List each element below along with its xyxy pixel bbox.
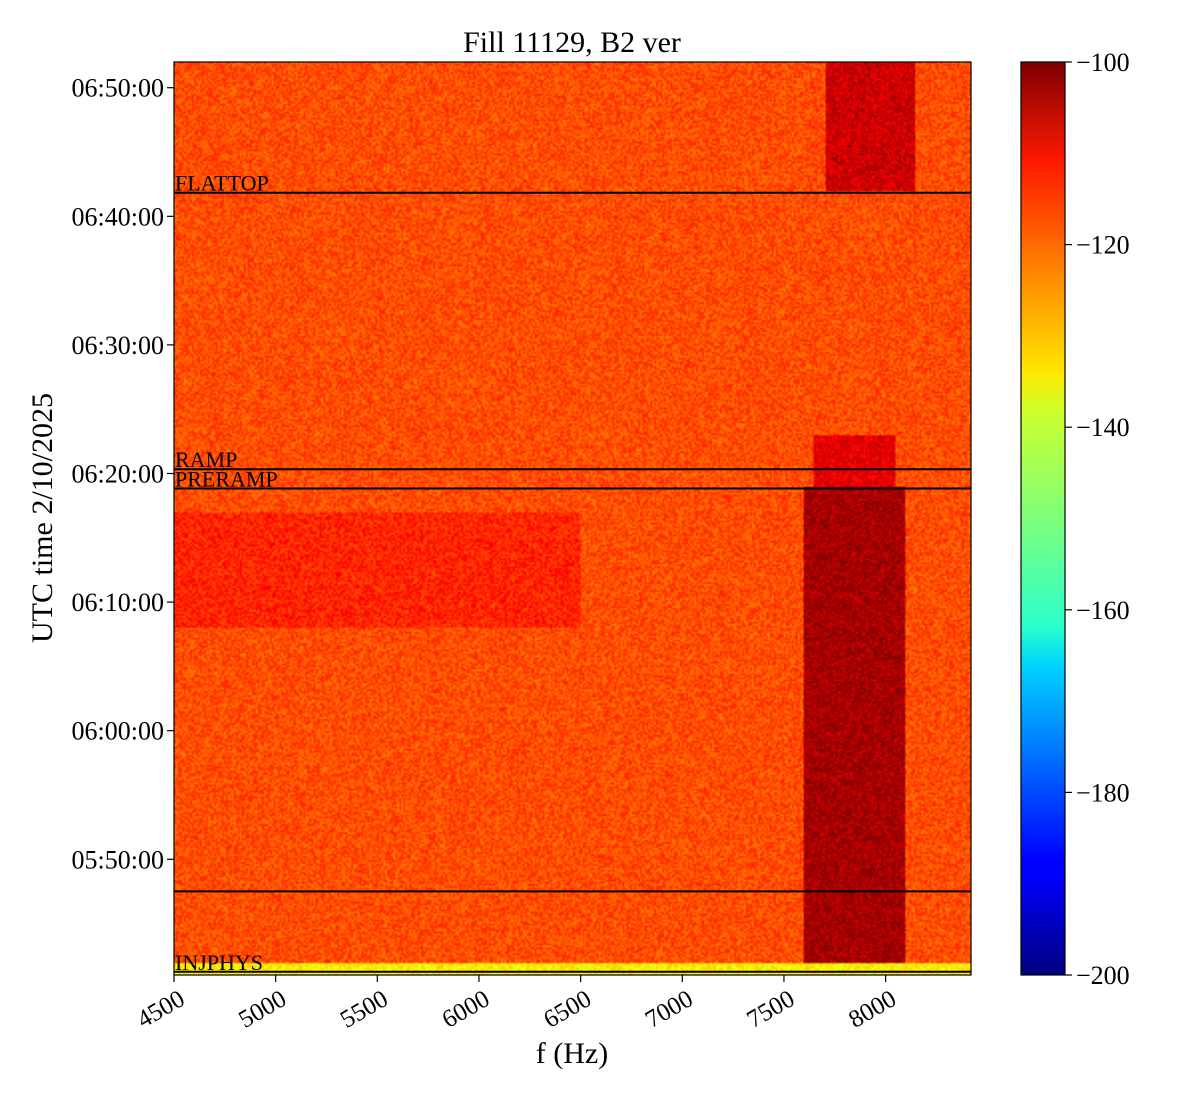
x-axis: 4500 5000 5500 6000 6500 7000 7500 8000 — [133, 975, 901, 1034]
x-tick-label: 5500 — [336, 985, 393, 1033]
x-tick-label: 4500 — [133, 985, 190, 1033]
x-tick-label: 7500 — [743, 985, 800, 1033]
x-tick-label: 7000 — [641, 985, 698, 1033]
colorbar-ticks: −100 −120 −140 −160 −180 −200 — [1065, 48, 1130, 990]
colorbar: −100 −120 −140 −160 −180 −200 — [1020, 48, 1130, 990]
y-tick-label: 05:50:00 — [72, 845, 164, 874]
y-tick-label: 06:20:00 — [72, 459, 164, 488]
colorbar-gradient — [1020, 61, 1066, 976]
colorbar-tick-label: −100 — [1076, 48, 1130, 77]
marker-label: INJPHYS — [175, 950, 263, 975]
y-axis-label: UTC time 2/10/2025 — [26, 393, 59, 643]
x-tick-label: 5000 — [234, 985, 291, 1033]
marker-label: FLATTOP — [175, 171, 269, 196]
marker-label: RAMP — [175, 447, 237, 472]
x-axis-label: f (Hz) — [536, 1037, 608, 1070]
chart-title: Fill 11129, B2 ver — [463, 26, 681, 59]
colorbar-tick-label: −120 — [1076, 231, 1130, 260]
y-tick-label: 06:00:00 — [72, 717, 164, 746]
plot-frame — [173, 61, 972, 976]
colorbar-tick-label: −200 — [1076, 961, 1130, 990]
y-tick-label: 06:50:00 — [72, 74, 164, 103]
y-tick-label: 06:10:00 — [72, 588, 164, 617]
marker-label: PRERAMP — [175, 466, 278, 491]
colorbar-tick-label: −140 — [1076, 413, 1130, 442]
colorbar-tick-label: −180 — [1076, 778, 1130, 807]
x-tick-label: 6000 — [438, 985, 495, 1033]
spectrogram-image — [174, 62, 971, 975]
y-axis: 05:50:00 06:00:00 06:10:00 06:20:00 06:30:00… — [72, 74, 174, 874]
x-tick-label: 8000 — [844, 985, 901, 1033]
y-tick-label: 06:30:00 — [72, 331, 164, 360]
x-tick-label: 6500 — [539, 985, 596, 1033]
y-tick-label: 06:40:00 — [72, 202, 164, 231]
colorbar-tick-label: −160 — [1076, 596, 1130, 625]
